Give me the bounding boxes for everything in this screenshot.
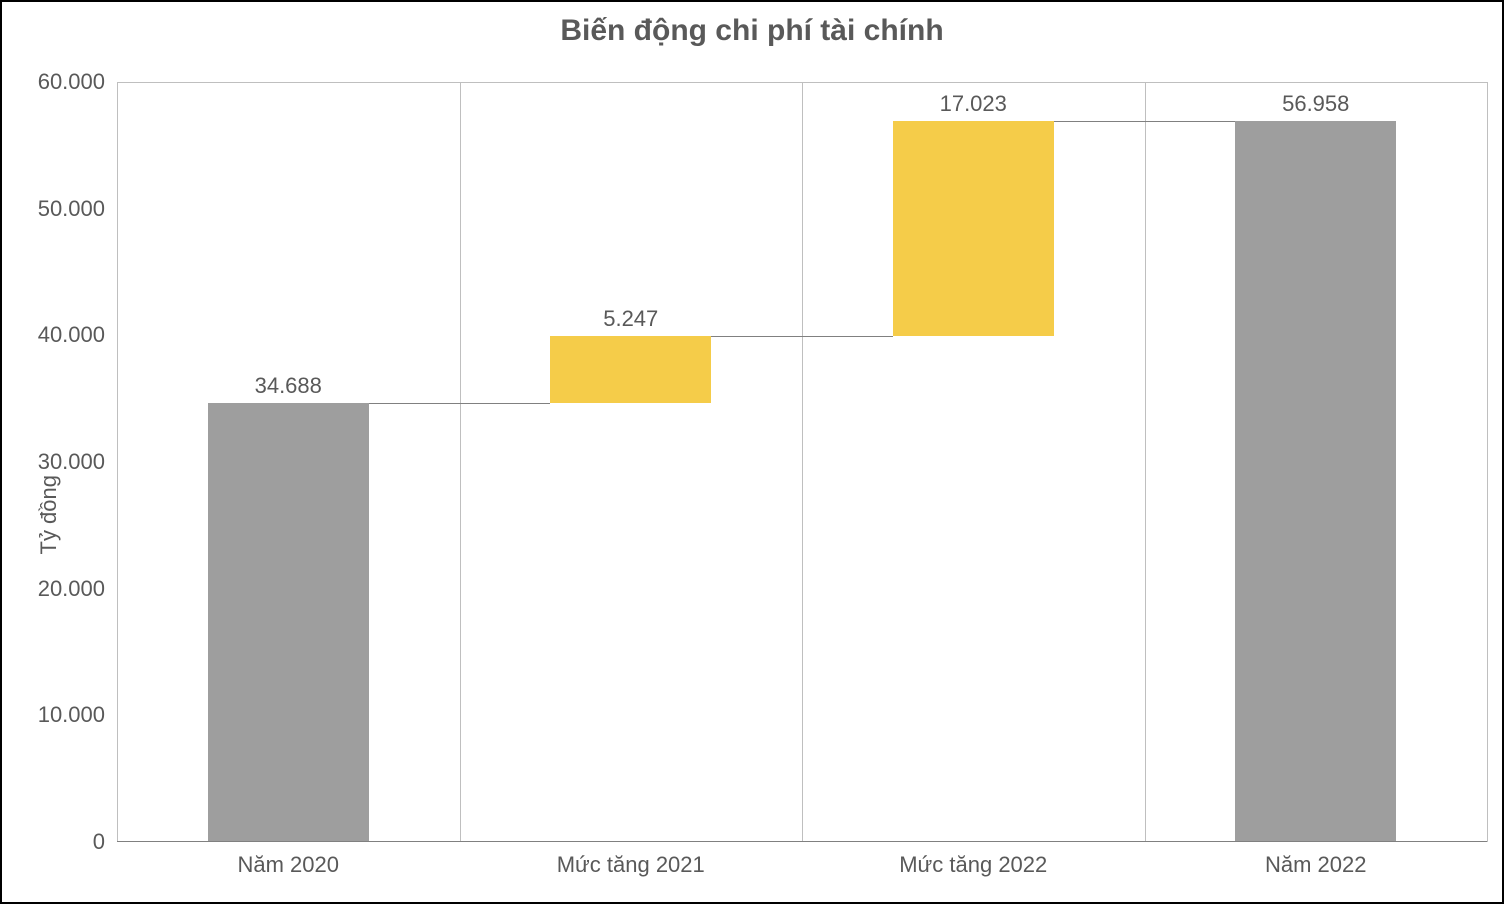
waterfall-connector xyxy=(369,403,551,404)
waterfall-bar-total xyxy=(208,403,369,842)
y-tick-label: 50.000 xyxy=(38,196,117,222)
region-divider xyxy=(1487,82,1488,842)
waterfall-bar-increase xyxy=(550,336,711,402)
x-tick-label: Năm 2020 xyxy=(237,842,339,878)
x-tick-label: Mức tăng 2021 xyxy=(557,842,705,878)
plot-area: 010.00020.00030.00040.00050.00060.000Tỷ … xyxy=(117,82,1487,842)
y-tick-label: 20.000 xyxy=(38,576,117,602)
bar-value-label: 56.958 xyxy=(1282,91,1349,121)
waterfall-connector xyxy=(711,336,893,337)
y-tick-label: 10.000 xyxy=(38,702,117,728)
waterfall-bar-total xyxy=(1235,121,1396,842)
bar-value-label: 17.023 xyxy=(940,91,1007,121)
bar-value-label: 5.247 xyxy=(603,306,658,336)
y-tick-label: 60.000 xyxy=(38,69,117,95)
y-tick-label: 0 xyxy=(93,829,117,855)
y-tick-label: 40.000 xyxy=(38,322,117,348)
x-axis-line xyxy=(117,841,1487,842)
chart-title: Biến động chi phí tài chính xyxy=(2,2,1502,48)
y-tick-label: 30.000 xyxy=(38,449,117,475)
region-divider xyxy=(1145,82,1146,842)
region-divider xyxy=(460,82,461,842)
waterfall-bar-increase xyxy=(893,121,1054,337)
region-divider xyxy=(117,82,118,842)
chart-frame: Biến động chi phí tài chính 010.00020.00… xyxy=(0,0,1504,904)
region-divider xyxy=(802,82,803,842)
y-axis-title: Tỷ đồng xyxy=(36,475,62,555)
bar-value-label: 34.688 xyxy=(255,373,322,403)
waterfall-connector xyxy=(1054,121,1236,122)
x-tick-label: Mức tăng 2022 xyxy=(899,842,1047,878)
x-tick-label: Năm 2022 xyxy=(1265,842,1367,878)
